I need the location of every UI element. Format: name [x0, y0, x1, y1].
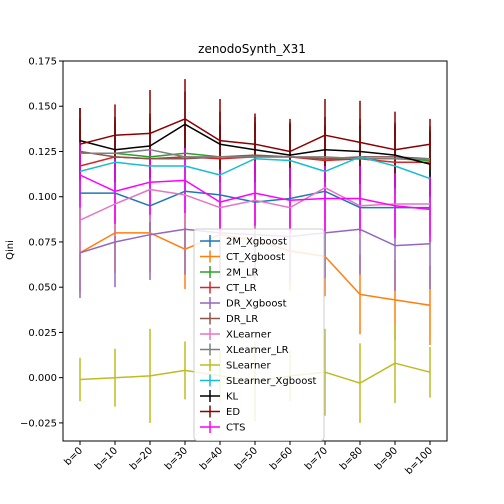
series-line [79, 156, 431, 180]
legend-label: SLearner_Xgboost [226, 376, 317, 387]
legend-label: KL [226, 392, 239, 403]
y-tick-label: 0.100 [28, 192, 57, 203]
legend-entry: CT_Xgboost [200, 250, 285, 263]
y-tick-label: 0.025 [28, 328, 57, 339]
y-tick-label: 0.075 [28, 237, 57, 248]
legend-entry: KL [200, 390, 239, 403]
legend-entry: DR_LR [200, 312, 258, 325]
legend-entry: CT_LR [200, 281, 257, 294]
legend-label: CTS [226, 423, 245, 434]
legend-entry: XLearner_LR [200, 343, 289, 356]
legend-label: ED [226, 407, 240, 418]
legend-entry: SLearner_Xgboost [200, 374, 317, 387]
y-tick-label: 0.125 [28, 147, 57, 158]
legend-entry: 2M_Xgboost [200, 235, 287, 248]
legend-entry: DR_Xgboost [200, 297, 287, 310]
legend-box [193, 228, 325, 441]
legend-label: DR_LR [226, 314, 258, 325]
series-line [79, 186, 430, 221]
series-line [79, 150, 431, 160]
legend-label: XLearner_LR [226, 345, 289, 356]
chart-title: zenodoSynth_X31 [198, 42, 306, 56]
legend-label: 2M_LR [226, 268, 259, 279]
legend-label: CT_LR [226, 283, 257, 294]
legend-label: DR_Xgboost [226, 299, 287, 310]
legend-entry: XLearner [200, 328, 272, 341]
y-tick-label: 0.000 [28, 373, 57, 384]
series-line [79, 123, 431, 165]
legend-label: 2M_Xgboost [226, 237, 287, 248]
y-tick-label: 0.050 [28, 283, 57, 294]
y-tick-label: 0.150 [28, 102, 57, 113]
series-line [79, 174, 431, 211]
legend: 2M_Xgboost CT_Xgboost 2M_LR CT_LR DR_Xgboost… [193, 228, 325, 441]
y-axis-label: Qini [5, 240, 16, 260]
series-line [79, 118, 431, 153]
y-tick-label: 0.175 [28, 57, 57, 68]
legend-entry: 2M_LR [200, 266, 259, 279]
y-tick-label: −0.025 [20, 418, 57, 429]
legend-label: XLearner [226, 330, 272, 341]
legend-label: SLearner [226, 361, 271, 372]
series-line [80, 148, 430, 160]
y-axis: −0.025 0.000 0.025 0.050 0.075 0.100 0.125 0.15… [20, 57, 63, 429]
legend-label: CT_Xgboost [226, 252, 285, 263]
legend-entry: SLearner [200, 359, 271, 372]
legend-entry: ED [200, 405, 240, 418]
series-line [80, 190, 430, 209]
legend-entry: CTS [200, 421, 245, 434]
